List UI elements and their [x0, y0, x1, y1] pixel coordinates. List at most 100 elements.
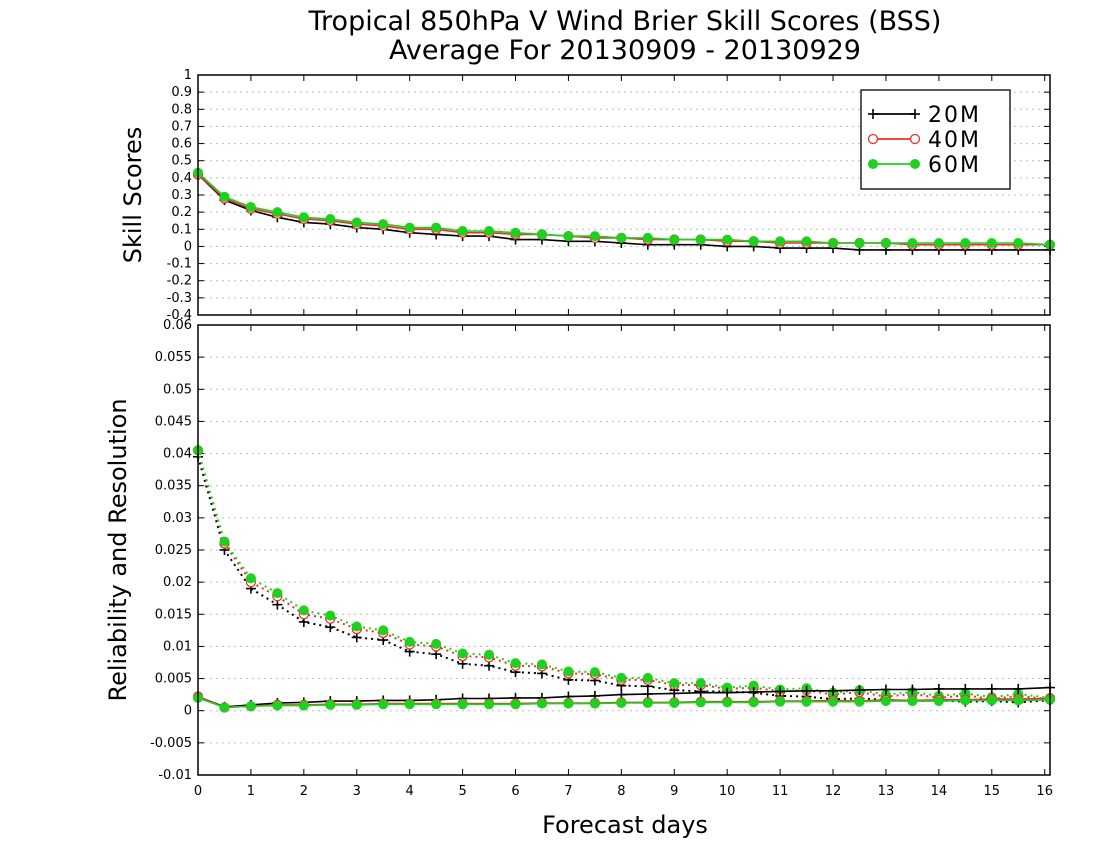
data-point-60M-1-5-15: [589, 698, 600, 709]
legend-marker-start-60M: [868, 159, 878, 169]
data-point-60M-1-5-1: [219, 702, 230, 713]
y-tick-label-0-10: 0: [184, 239, 192, 254]
data-point-60M-1-5-13: [536, 698, 547, 709]
x-tick-label-2: 2: [300, 784, 308, 799]
data-point-60M-0-2-21: [748, 236, 759, 247]
y-tick-label-1-4: 0.04: [163, 447, 192, 462]
data-point-60M-1-2-13: [536, 659, 547, 670]
data-point-60M-1-5-18: [669, 698, 680, 708]
data-point-60M-0-2-30: [986, 238, 997, 248]
y-tick-label-0-5: 0.5: [171, 154, 192, 169]
series-line-60M-1-2: [197, 450, 1051, 699]
data-point-60M-0-2-1: [219, 191, 230, 202]
data-point-20M-1-3-18: [669, 688, 680, 699]
y-axis-label-top: Skill Scores: [119, 127, 147, 264]
data-point-60M-1-2-2: [245, 573, 256, 584]
y-tick-label-1-1: 0.055: [155, 350, 192, 365]
x-tick-label-16: 16: [1036, 784, 1053, 799]
data-point-60M-1-2-1: [219, 536, 230, 547]
x-tick-label-4: 4: [406, 784, 414, 799]
data-point-60M-1-5-7: [378, 699, 389, 710]
data-point-20M-1-3-20: [722, 687, 733, 698]
data-point-60M-0-2-7: [378, 219, 389, 230]
data-point-60M-1-5-30: [986, 695, 997, 706]
legend-marker-end-60M: [910, 159, 920, 169]
data-point-20M-1-3-30: [986, 683, 997, 694]
data-point-20M-1-3-22: [775, 686, 786, 697]
reliability-resolution-panel: 0.06 0.055 0.05 0.045 0.04 0.035 0.03 0.025 0.02…: [150, 318, 1056, 783]
data-point-60M-1-2-18: [669, 678, 680, 689]
data-point-60M-0-2-12: [510, 227, 521, 238]
legend-marker-start-40M: [867, 133, 879, 145]
data-point-60M-0-2-9: [431, 222, 442, 233]
chart-subtitle: Average For 20130909 - 20130929: [389, 35, 861, 66]
data-point-20M-1-3-27: [907, 684, 918, 695]
data-point-60M-1-2-7: [378, 625, 389, 636]
data-point-20M-1-3-25: [854, 685, 865, 696]
x-axis: 0 1 2 3 4 5 6 7 8 9 10 11 12 13 14 15 16: [194, 784, 1053, 799]
data-point-60M-0-2-31: [1013, 238, 1024, 248]
data-point-60M-1-5-10: [457, 699, 468, 710]
data-point-60M-0-2-24: [828, 238, 839, 248]
x-tick-label-15: 15: [984, 784, 1001, 799]
data-point-60M-0-2-18: [669, 234, 680, 245]
data-point-60M-0-2-2: [245, 202, 256, 212]
series-line-20M-1-0: [197, 456, 1051, 704]
x-tick-label-1: 1: [247, 784, 255, 799]
data-point-60M-1-5-5: [325, 699, 336, 710]
y-tick-label-0-2: 0.8: [171, 102, 192, 117]
data-point-60M-0-2-5: [325, 214, 336, 224]
data-point-60M-1-2-14: [563, 666, 574, 677]
data-point-60M-1-2-19: [695, 678, 706, 689]
x-tick-label-0: 0: [194, 784, 202, 799]
plot-frame-0: [197, 74, 1051, 316]
y-tick-label-0-12: -0.2: [167, 274, 192, 289]
x-tick-label-14: 14: [931, 784, 948, 799]
data-point-60M-0-2-11: [484, 226, 495, 236]
data-point-60M-0-2-3: [272, 207, 283, 218]
data-point-60M-1-5-6: [351, 699, 362, 710]
data-point-60M-1-5-25: [854, 696, 865, 707]
data-point-60M-1-5-3: [272, 700, 283, 711]
legend-label-40M: 40M: [928, 128, 981, 153]
data-point-60M-1-5-19: [695, 697, 706, 708]
data-point-60M-0-2-23: [801, 236, 812, 247]
data-point-60M-1-5-20: [722, 697, 733, 708]
data-point-20M-1-3-23: [801, 685, 812, 696]
data-point-60M-1-2-20: [722, 682, 733, 693]
data-point-60M-1-2-11: [484, 649, 495, 660]
data-point-60M-1-5-23: [801, 696, 812, 707]
x-tick-label-13: 13: [878, 784, 895, 799]
y-tick-label-1-7: 0.025: [155, 543, 192, 558]
y-tick-label-1-3: 0.045: [155, 414, 192, 429]
y-tick-label-0-4: 0.6: [171, 137, 192, 152]
data-point-60M-1-2-8: [404, 636, 415, 647]
data-point-60M-0-2-22: [775, 236, 786, 247]
data-point-20M-1-3-29: [960, 683, 971, 694]
data-point-20M-1-3-19: [695, 687, 706, 698]
data-point-60M-1-5-4: [298, 700, 309, 711]
x-tick-label-10: 10: [719, 784, 736, 799]
data-point-60M-0-2-17: [642, 232, 653, 243]
data-point-60M-1-2-17: [642, 672, 653, 683]
y-tick-label-0-9: 0.1: [171, 222, 192, 237]
data-point-60M-1-2-4: [298, 605, 309, 616]
data-point-60M-0-2-14: [563, 231, 574, 242]
x-tick-label-7: 7: [564, 784, 572, 799]
data-point-60M-1-5-16: [616, 698, 627, 708]
data-point-60M-1-5-12: [510, 699, 521, 710]
y-tick-label-0-7: 0.3: [171, 188, 192, 203]
legend-marker-start-20M: [868, 109, 878, 119]
x-tick-label-11: 11: [772, 784, 789, 799]
data-point-60M-0-2-20: [722, 234, 733, 245]
data-point-20M-1-3-24: [828, 685, 839, 696]
data-point-60M-0-2-4: [298, 212, 309, 223]
y-tick-label-0-8: 0.2: [171, 205, 192, 220]
data-point-60M-1-2-9: [431, 638, 442, 649]
y-tick-label-1-12: 0: [184, 704, 192, 719]
y-tick-label-0-13: -0.3: [167, 291, 192, 306]
y-tick-label-0-0: 1: [184, 68, 192, 83]
y-tick-label-1-0: 0.06: [163, 318, 192, 333]
